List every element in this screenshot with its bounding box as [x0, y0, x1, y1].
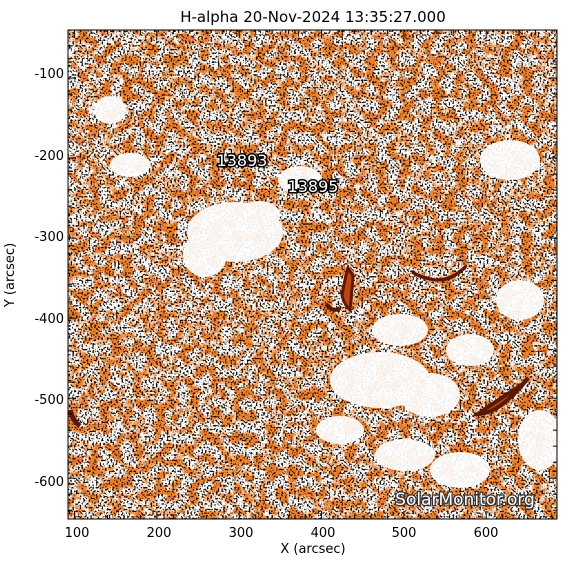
y-tick-label: -500: [34, 393, 64, 408]
x-tick-label: 200: [147, 526, 172, 541]
filament-group: [68, 264, 530, 428]
region-label: 13893: [217, 151, 268, 170]
x-tick-label: 400: [311, 526, 336, 541]
axis-ticks: [68, 29, 557, 519]
y-tick-label: -100: [34, 67, 64, 82]
y-tick-label: -400: [34, 312, 64, 327]
solar-image: [68, 30, 557, 519]
plot-frame: [67, 29, 558, 520]
y-tick-label: -600: [34, 475, 64, 490]
y-tick-label: -300: [34, 230, 64, 245]
region-label: 13895: [288, 177, 339, 196]
y-axis-label: Y (arcsec): [3, 243, 18, 308]
x-tick-label: 500: [392, 526, 417, 541]
x-tick-label: 600: [474, 526, 499, 541]
y-tick-label: -200: [34, 149, 64, 164]
x-tick-label: 300: [229, 526, 254, 541]
watermark: SolarMonitor.org: [395, 490, 535, 510]
plot-title: H-alpha 20-Nov-2024 13:35:27.000: [180, 8, 446, 26]
x-axis-label: X (arcsec): [280, 542, 345, 557]
x-tick-label: 100: [65, 526, 90, 541]
